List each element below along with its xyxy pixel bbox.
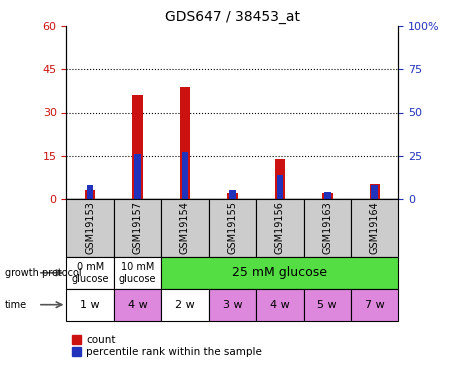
- Text: 5 w: 5 w: [317, 300, 337, 310]
- Text: GSM19164: GSM19164: [370, 201, 380, 254]
- Text: GSM19163: GSM19163: [322, 201, 333, 254]
- Bar: [277, 175, 283, 199]
- Text: 4 w: 4 w: [270, 300, 290, 310]
- FancyBboxPatch shape: [209, 289, 256, 321]
- FancyBboxPatch shape: [161, 257, 398, 289]
- FancyBboxPatch shape: [66, 199, 114, 257]
- Text: 0 mM
glucose: 0 mM glucose: [71, 262, 109, 284]
- FancyBboxPatch shape: [114, 257, 161, 289]
- Text: 4 w: 4 w: [128, 300, 147, 310]
- Bar: [182, 152, 188, 199]
- Bar: [180, 87, 190, 199]
- Bar: [371, 185, 378, 199]
- FancyBboxPatch shape: [66, 289, 114, 321]
- Text: 3 w: 3 w: [223, 300, 242, 310]
- Bar: [134, 154, 141, 199]
- FancyBboxPatch shape: [256, 199, 304, 257]
- FancyBboxPatch shape: [304, 289, 351, 321]
- FancyBboxPatch shape: [209, 199, 256, 257]
- FancyBboxPatch shape: [161, 289, 209, 321]
- Text: 10 mM
glucose: 10 mM glucose: [119, 262, 156, 284]
- Legend: count, percentile rank within the sample: count, percentile rank within the sample: [71, 335, 262, 357]
- Bar: [132, 95, 143, 199]
- FancyBboxPatch shape: [351, 199, 398, 257]
- Text: GSM19154: GSM19154: [180, 201, 190, 254]
- Title: GDS647 / 38453_at: GDS647 / 38453_at: [165, 10, 300, 24]
- Text: 2 w: 2 w: [175, 300, 195, 310]
- FancyBboxPatch shape: [351, 289, 398, 321]
- Bar: [85, 190, 95, 199]
- Text: GSM19155: GSM19155: [228, 201, 237, 254]
- FancyBboxPatch shape: [256, 289, 304, 321]
- Text: GSM19156: GSM19156: [275, 201, 285, 254]
- Bar: [324, 192, 331, 199]
- Text: growth protocol: growth protocol: [5, 268, 81, 278]
- Bar: [87, 185, 93, 199]
- FancyBboxPatch shape: [114, 199, 161, 257]
- Text: 7 w: 7 w: [365, 300, 385, 310]
- Bar: [275, 159, 285, 199]
- Bar: [370, 184, 380, 199]
- Text: GSM19153: GSM19153: [85, 201, 95, 254]
- FancyBboxPatch shape: [161, 199, 209, 257]
- Text: 25 mM glucose: 25 mM glucose: [232, 266, 327, 279]
- Text: 1 w: 1 w: [80, 300, 100, 310]
- Bar: [322, 193, 333, 199]
- FancyBboxPatch shape: [114, 289, 161, 321]
- Bar: [227, 193, 238, 199]
- Text: time: time: [5, 300, 27, 310]
- Bar: [229, 190, 236, 199]
- FancyBboxPatch shape: [66, 257, 114, 289]
- FancyBboxPatch shape: [304, 199, 351, 257]
- Text: GSM19157: GSM19157: [132, 201, 142, 254]
